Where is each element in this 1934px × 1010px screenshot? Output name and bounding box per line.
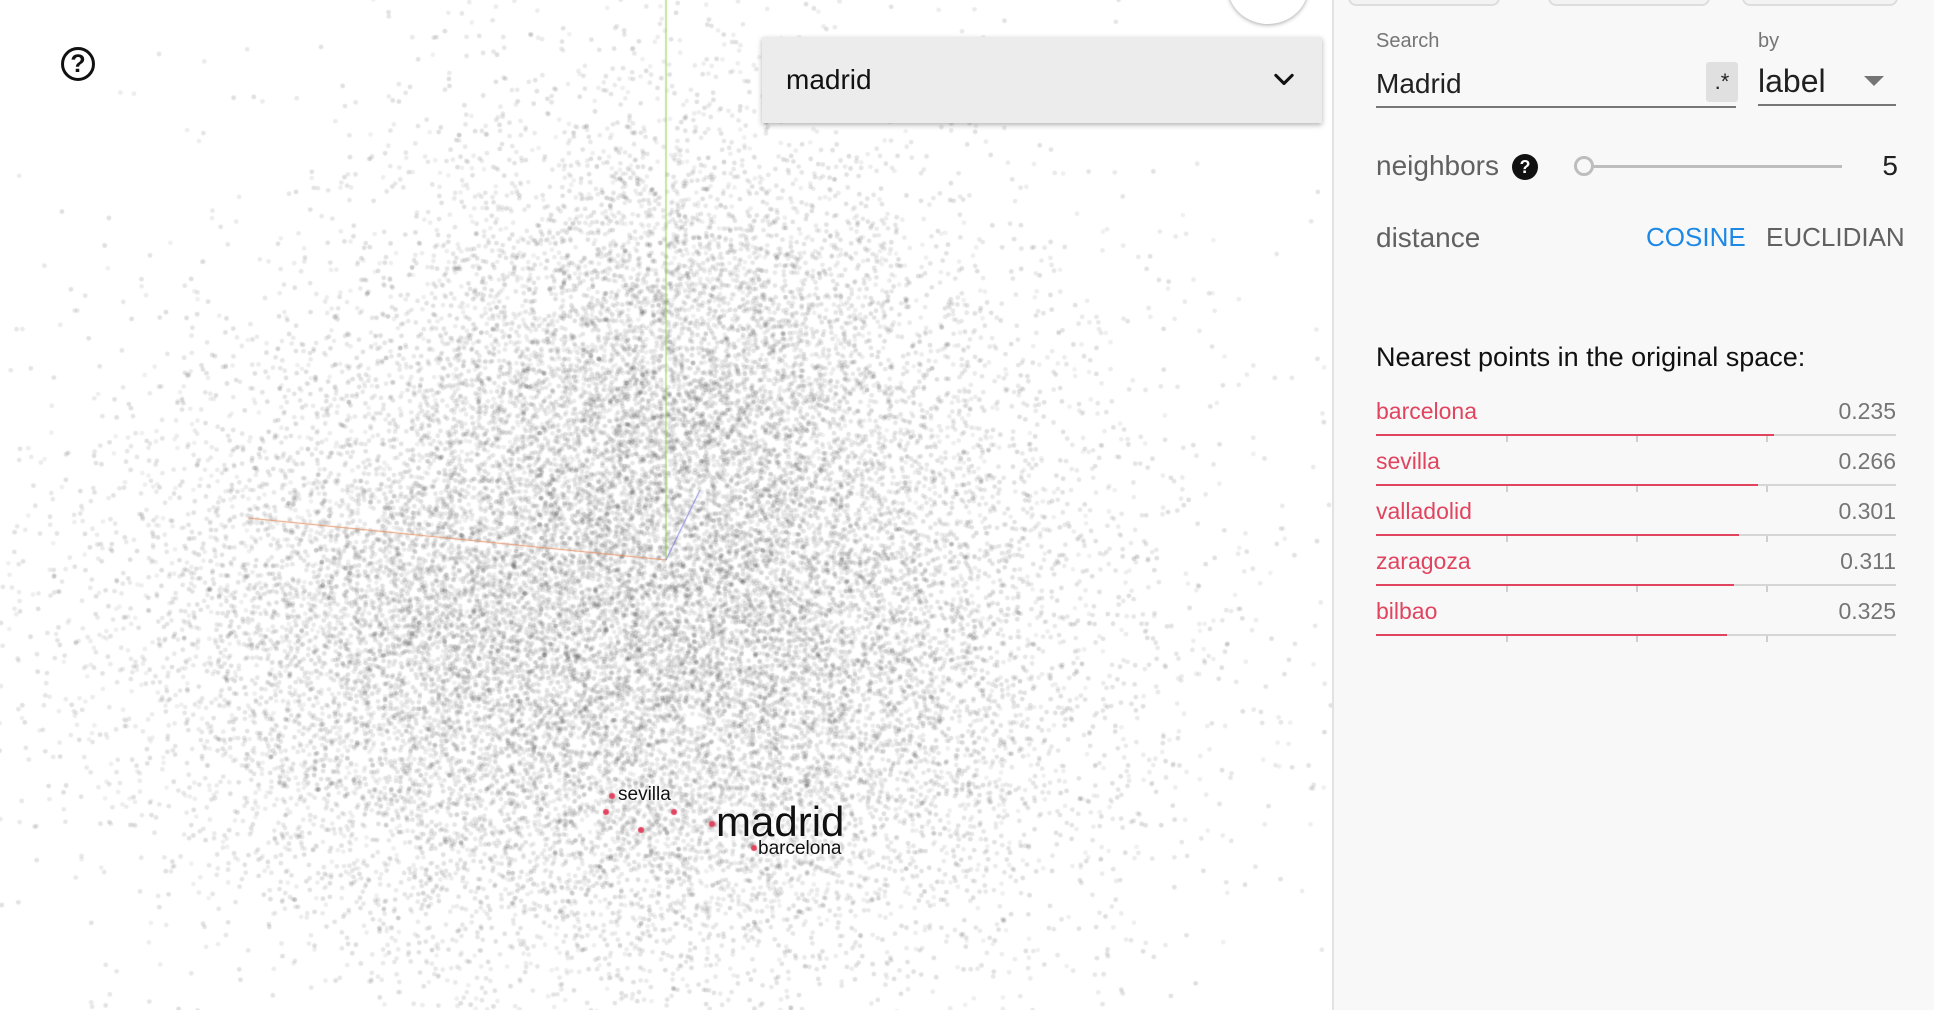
neighbors-label: neighbors xyxy=(1376,150,1499,181)
neighbors-help-icon[interactable]: ? xyxy=(1512,154,1538,180)
point-label-barcelona: barcelona xyxy=(758,838,842,859)
neighbor-distance: 0.235 xyxy=(1838,398,1896,424)
label-dropdown[interactable]: madrid xyxy=(762,37,1322,123)
distance-bar-fill xyxy=(1376,634,1727,636)
distance-bar-tick xyxy=(1636,486,1638,492)
list-item[interactable]: valladolid 0.301 xyxy=(1376,496,1896,546)
scatter-plot[interactable] xyxy=(0,0,1332,1010)
distance-bar-tick xyxy=(1636,436,1638,442)
distance-bar-tick xyxy=(1766,586,1768,592)
distance-bar-tick xyxy=(1636,536,1638,542)
panel-tab-stub[interactable] xyxy=(1548,0,1710,6)
neighbor-distance: 0.266 xyxy=(1838,448,1896,474)
inspector-panel: Search .* by label neighbors ? 5 distanc… xyxy=(1332,0,1934,1010)
point-label-madrid: madrid xyxy=(716,798,845,845)
distance-label: distance xyxy=(1376,222,1481,253)
distance-bar-fill xyxy=(1376,584,1735,586)
neighbors-value: 5 xyxy=(1882,150,1898,181)
label-dropdown-value: madrid xyxy=(786,64,872,95)
dropdown-caret-icon xyxy=(1864,76,1884,86)
regex-toggle-button[interactable]: .* xyxy=(1706,62,1738,102)
distance-bar-fill xyxy=(1376,534,1740,536)
cosine-button[interactable]: COSINE xyxy=(1646,222,1746,252)
list-item[interactable]: sevilla 0.266 xyxy=(1376,446,1896,496)
point-label-sevilla: sevilla xyxy=(618,784,671,805)
search-input[interactable] xyxy=(1376,62,1736,108)
help-circle-icon[interactable]: ? xyxy=(61,47,95,81)
neighbors-slider-track[interactable] xyxy=(1584,165,1842,168)
nearest-points-heading: Nearest points in the original space: xyxy=(1376,342,1806,372)
distance-bar-tick xyxy=(1506,536,1508,542)
neighbor-name[interactable]: valladolid xyxy=(1376,498,1472,524)
neighbor-name[interactable]: sevilla xyxy=(1376,448,1440,474)
distance-bar-tick xyxy=(1766,636,1768,642)
distance-bar-tick xyxy=(1766,436,1768,442)
distance-bar-tick xyxy=(1636,636,1638,642)
neighbor-distance: 0.311 xyxy=(1840,548,1896,574)
by-label: by xyxy=(1758,30,1780,52)
neighbor-distance: 0.301 xyxy=(1838,498,1896,524)
neighbor-name[interactable]: barcelona xyxy=(1376,398,1478,424)
distance-bar-tick xyxy=(1766,536,1768,542)
chevron-down-icon xyxy=(1274,73,1294,86)
neighbor-name[interactable]: bilbao xyxy=(1376,598,1438,624)
neighbors-slider-thumb[interactable] xyxy=(1574,156,1594,176)
list-item[interactable]: zaragoza 0.311 xyxy=(1376,546,1896,596)
distance-bar-tick xyxy=(1506,436,1508,442)
distance-bar-tick xyxy=(1766,486,1768,492)
projection-canvas[interactable]: ? madrid sevilla madrid barcelona xyxy=(0,0,1332,1010)
panel-tab-stub[interactable] xyxy=(1348,0,1500,6)
neighbor-name[interactable]: zaragoza xyxy=(1376,548,1471,574)
distance-bar-tick xyxy=(1636,586,1638,592)
search-by-select[interactable]: label xyxy=(1758,58,1896,106)
distance-bar-fill xyxy=(1376,434,1774,436)
search-label: Search xyxy=(1376,30,1440,52)
list-item[interactable]: bilbao 0.325 xyxy=(1376,596,1896,646)
euclidian-button[interactable]: EUCLIDIAN xyxy=(1766,222,1905,252)
distance-bar-tick xyxy=(1506,636,1508,642)
list-item[interactable]: barcelona 0.235 xyxy=(1376,396,1896,446)
nearest-points-list: barcelona 0.235 sevilla 0.266 valladolid… xyxy=(1376,396,1896,646)
distance-bar-fill xyxy=(1376,484,1758,486)
panel-tab-stub[interactable] xyxy=(1742,0,1898,6)
distance-bar-tick xyxy=(1506,486,1508,492)
search-by-value: label xyxy=(1758,62,1826,99)
neighbor-distance: 0.325 xyxy=(1838,598,1896,624)
distance-bar-tick xyxy=(1506,586,1508,592)
